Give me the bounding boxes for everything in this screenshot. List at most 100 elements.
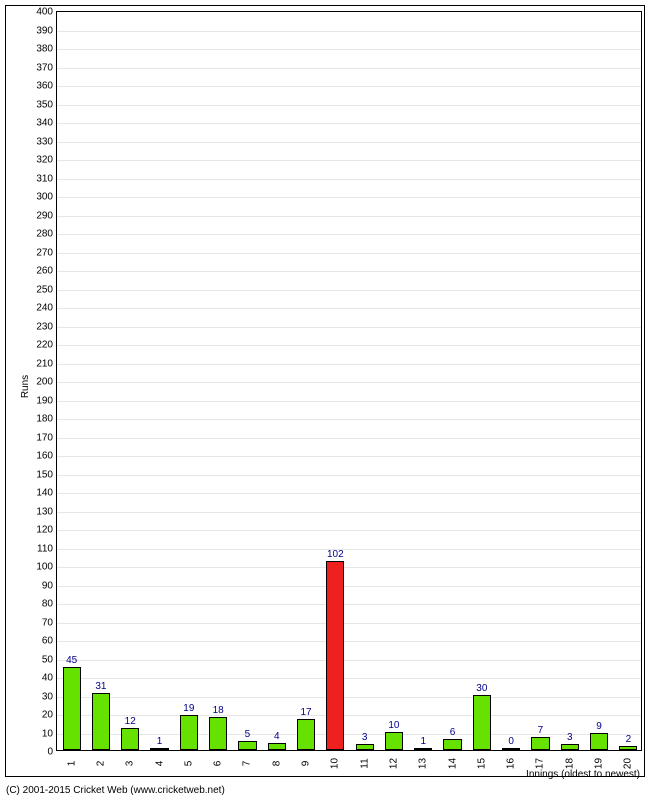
ytick-label: 150 [36,469,53,480]
bar-value-label: 102 [327,549,344,560]
ytick-label: 40 [42,673,53,684]
bar-value-label: 4 [274,731,280,742]
xtick-label: 12 [388,758,399,769]
bar: 9 [590,733,608,750]
ytick-label: 140 [36,488,53,499]
bar: 5 [238,741,256,750]
bar: 30 [473,695,491,751]
ytick-label: 380 [36,44,53,55]
ytick-label: 280 [36,229,53,240]
bar: 102 [326,561,344,750]
gridline [57,438,641,439]
bar-value-label: 30 [476,683,487,694]
bar: 3 [561,744,579,750]
bar: 6 [443,739,461,750]
gridline [57,641,641,642]
ytick-label: 360 [36,81,53,92]
bar: 4 [268,743,286,750]
ytick-label: 10 [42,728,53,739]
gridline [57,734,641,735]
ytick-label: 90 [42,580,53,591]
gridline [57,512,641,513]
bar-value-label: 1 [157,736,163,747]
ytick-label: 240 [36,303,53,314]
bar-value-label: 19 [183,703,194,714]
bar-value-label: 2 [626,734,632,745]
chart-frame: 0102030405060708090100110120130140150160… [5,5,645,777]
gridline [57,160,641,161]
gridline [57,31,641,32]
xtick-label: 11 [359,758,370,768]
gridline [57,401,641,402]
bar: 17 [297,719,315,750]
gridline [57,456,641,457]
xtick-label: 3 [125,761,136,767]
y-axis-label: Runs [20,375,31,398]
bar: 7 [531,737,549,750]
gridline [57,86,641,87]
gridline [57,68,641,69]
gridline [57,123,641,124]
chart-container: 0102030405060708090100110120130140150160… [0,0,650,800]
bar-value-label: 9 [596,721,602,732]
ytick-label: 350 [36,99,53,110]
ytick-label: 400 [36,7,53,18]
bar-value-label: 5 [245,729,251,740]
gridline [57,549,641,550]
ytick-label: 330 [36,136,53,147]
xtick-label: 16 [506,758,517,769]
ytick-label: 70 [42,617,53,628]
gridline [57,345,641,346]
xtick-label: 10 [330,758,341,769]
gridline [57,253,641,254]
gridline [57,364,641,365]
bar-value-label: 10 [388,720,399,731]
xtick-label: 7 [242,761,253,767]
ytick-label: 50 [42,654,53,665]
xtick-label: 6 [213,761,224,767]
xtick-label: 9 [301,761,312,767]
bar-value-label: 31 [95,681,106,692]
bar: 12 [121,728,139,750]
gridline [57,142,641,143]
xtick-label: 2 [95,761,106,767]
xtick-label: 1 [66,761,77,767]
bar-value-label: 1 [420,736,426,747]
ytick-label: 250 [36,284,53,295]
gridline [57,715,641,716]
ytick-label: 100 [36,562,53,573]
gridline [57,604,641,605]
ytick-label: 320 [36,155,53,166]
bar: 1 [414,748,432,750]
xtick-label: 15 [476,758,487,769]
xtick-label: 13 [418,758,429,769]
ytick-label: 210 [36,358,53,369]
ytick-label: 30 [42,691,53,702]
ytick-label: 160 [36,451,53,462]
ytick-label: 220 [36,340,53,351]
bar: 45 [63,667,81,750]
ytick-label: 310 [36,173,53,184]
gridline [57,475,641,476]
ytick-label: 130 [36,506,53,517]
xtick-label: 5 [183,761,194,767]
gridline [57,493,641,494]
gridline [57,234,641,235]
ytick-label: 290 [36,210,53,221]
ytick-label: 200 [36,377,53,388]
bar-value-label: 6 [450,727,456,738]
gridline [57,179,641,180]
bar: 18 [209,717,227,750]
bar: 10 [385,732,403,751]
xtick-label: 14 [447,758,458,769]
bar: 2 [619,746,637,750]
ytick-label: 60 [42,636,53,647]
gridline [57,567,641,568]
plot-area: 0102030405060708090100110120130140150160… [56,11,642,751]
gridline [57,327,641,328]
gridline [57,419,641,420]
bar: 1 [150,748,168,750]
bar-value-label: 17 [300,707,311,718]
bar-value-label: 3 [362,732,368,743]
ytick-label: 120 [36,525,53,536]
